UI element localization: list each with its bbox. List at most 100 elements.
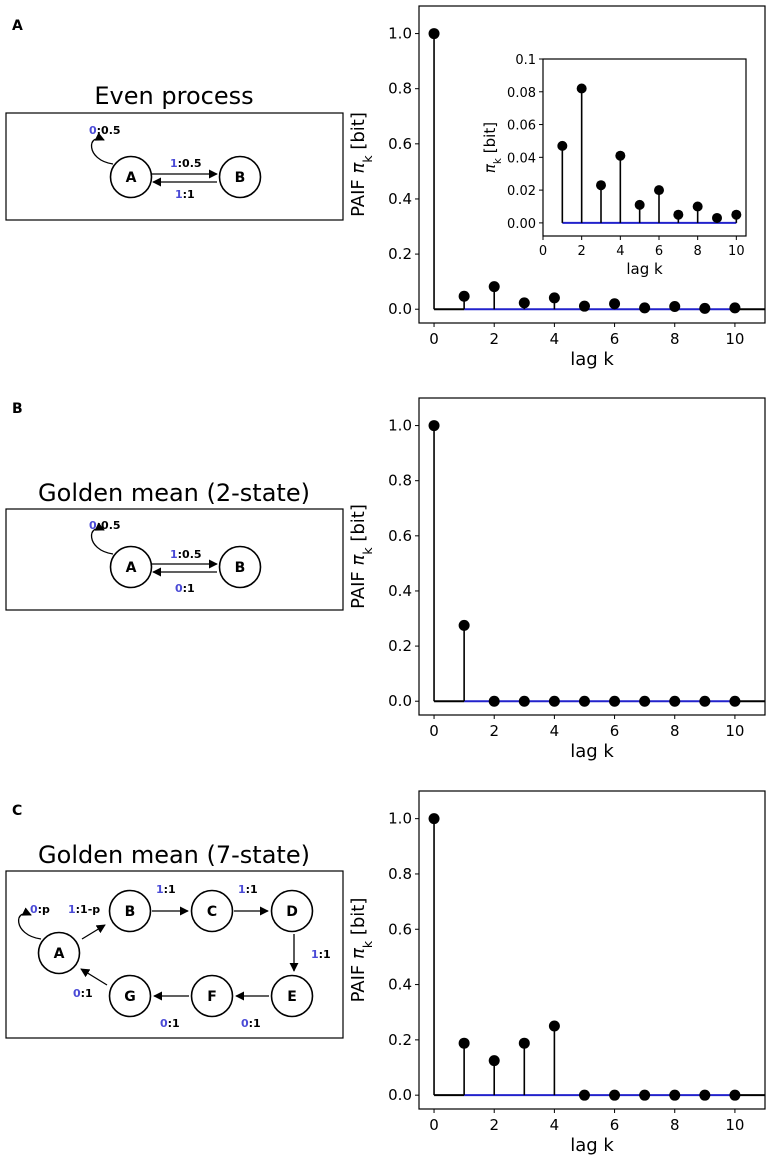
edge-label: 0:0.5 xyxy=(89,519,121,532)
stem-marker xyxy=(609,695,621,707)
edge-label: 0:1 xyxy=(160,1017,180,1030)
stem-marker xyxy=(596,180,606,191)
x-tick-label: 0 xyxy=(539,244,547,259)
stem-marker xyxy=(428,420,440,432)
panel-label-c: C xyxy=(12,803,22,819)
y-tick-label: 0.0 xyxy=(388,692,412,710)
stem-marker xyxy=(639,302,651,314)
x-tick-label: 8 xyxy=(694,244,702,259)
edge-label: 1:1 xyxy=(238,883,258,896)
x-tick-label: 10 xyxy=(725,1116,744,1134)
x-tick-label: 0 xyxy=(429,1116,439,1134)
edge-label: 0:1 xyxy=(241,1017,261,1030)
diagram-title: Golden mean (7-state) xyxy=(38,841,310,869)
x-tick-label: 8 xyxy=(670,722,680,740)
y-axis-title: PAIF πk [bit] xyxy=(348,504,375,609)
x-tick-label: 6 xyxy=(655,244,663,259)
y-tick-label: 0.4 xyxy=(388,976,412,994)
x-tick-label: 6 xyxy=(610,330,620,348)
stem-marker xyxy=(548,1020,560,1032)
x-tick-label: 0 xyxy=(429,330,439,348)
diagram-title: Golden mean (2-state) xyxy=(38,479,310,507)
stem-marker xyxy=(458,619,470,631)
stem-marker xyxy=(518,695,530,707)
stem-marker xyxy=(729,1089,741,1101)
x-tick-label: 8 xyxy=(670,1116,680,1134)
stem-marker xyxy=(548,695,560,707)
stem-marker xyxy=(639,695,651,707)
y-tick-label: 0.8 xyxy=(388,865,412,883)
state-label: B xyxy=(235,560,246,576)
x-tick-label: 6 xyxy=(610,722,620,740)
y-axis-title: PAIF πk [bit] xyxy=(348,898,375,1003)
diagram-golden-mean-2-state: Golden mean (2-state) A B 0:0.5 1:0.5 0:… xyxy=(5,479,344,611)
diagram-frame xyxy=(5,112,344,221)
edge-label: 1:1 xyxy=(156,883,176,896)
y-tick-label: 1.0 xyxy=(388,25,412,43)
x-tick-label: 4 xyxy=(616,244,624,259)
panel-label-a: A xyxy=(12,18,23,34)
stem-marker xyxy=(458,1037,470,1049)
state-node xyxy=(190,974,234,1018)
self-loop-arrow xyxy=(17,907,42,940)
diagram-even-process: Even process A B 0:0.5 1:0.5 1:1 xyxy=(5,82,344,221)
x-tick-label: 0 xyxy=(429,722,439,740)
plot-frame xyxy=(418,790,766,1110)
y-tick-label: 0.6 xyxy=(388,135,412,153)
state-label: F xyxy=(207,989,217,1005)
stem-marker xyxy=(699,695,711,707)
y-tick-label: 0.2 xyxy=(388,245,412,263)
stem-marker xyxy=(488,281,500,293)
state-node xyxy=(108,974,152,1018)
state-node xyxy=(218,545,262,589)
plot-frame xyxy=(542,58,747,237)
stem-marker xyxy=(634,199,645,210)
state-node xyxy=(37,931,81,975)
y-tick-label: 0.0 xyxy=(388,300,412,318)
y-tick-label: 0.8 xyxy=(388,472,412,490)
diagram-golden-mean-7-state: Golden mean (7-state) A B C D E F G 0:p … xyxy=(5,841,344,1039)
x-tick-label: 2 xyxy=(578,244,586,259)
x-tick-label: 8 xyxy=(670,330,680,348)
stem-marker xyxy=(729,695,741,707)
state-label: G xyxy=(124,989,136,1005)
x-tick-label: 10 xyxy=(725,330,744,348)
y-tick-label: 0.6 xyxy=(388,920,412,938)
edge-label: 1:0.5 xyxy=(170,157,202,170)
y-tick-label: 0.4 xyxy=(388,582,412,600)
state-label: B xyxy=(235,170,246,186)
self-loop-arrow xyxy=(90,132,114,165)
x-axis-title: lag k xyxy=(570,741,614,762)
stem-marker xyxy=(699,302,711,314)
edge-label: 0:p xyxy=(30,903,50,916)
stem-marker xyxy=(712,212,722,223)
y-tick-label: 0.4 xyxy=(388,190,412,208)
state-label: B xyxy=(125,904,136,920)
state-node xyxy=(270,889,314,933)
state-label: A xyxy=(126,560,137,576)
self-loop-arrow xyxy=(90,522,114,555)
stem-marker xyxy=(615,150,626,161)
stem-marker xyxy=(673,209,684,220)
y-tick-label: 0.04 xyxy=(507,151,536,166)
stem-marker xyxy=(518,297,530,309)
stem-marker xyxy=(578,300,590,312)
state-node xyxy=(190,889,234,933)
edge-label: 0:1 xyxy=(73,987,93,1000)
stem-marker xyxy=(609,298,621,310)
transition-arrow xyxy=(81,924,106,940)
y-tick-label: 0.06 xyxy=(507,119,536,134)
stem-marker xyxy=(729,302,741,314)
edge-label: 0:0.5 xyxy=(89,124,121,137)
y-tick-label: 1.0 xyxy=(388,810,412,828)
paif-chart-c: 0 2 4 6 8 10 0.0 0.2 0.4 0.6 0.8 1.0 lag k PAIF πk [b… xyxy=(348,790,766,1156)
stem-marker xyxy=(428,813,440,825)
diagram-title: Even process xyxy=(94,82,253,110)
state-node xyxy=(109,155,153,199)
stem-marker xyxy=(488,695,500,707)
stem-marker xyxy=(428,28,440,40)
y-axis-title: πk [bit] xyxy=(481,122,504,173)
x-axis-title: lag k xyxy=(626,260,663,278)
edge-label: 0:1 xyxy=(175,582,195,595)
